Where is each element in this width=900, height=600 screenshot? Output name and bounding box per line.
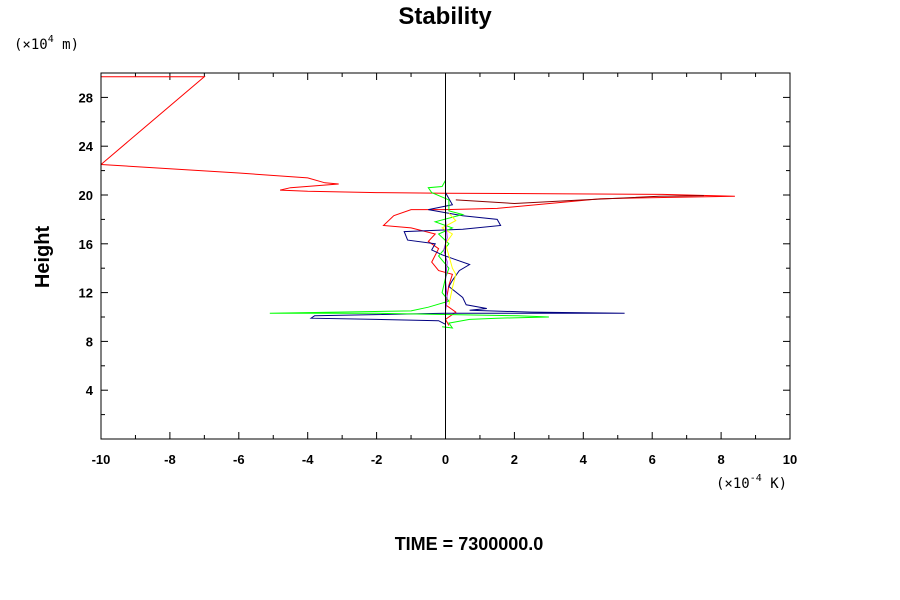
x-unit-exponent: -4 (750, 473, 762, 484)
x-tick-label: 8 (717, 452, 724, 467)
y-tick-label: 4 (86, 383, 94, 398)
y-unit-base: (×10 (14, 37, 48, 53)
y-tick-label: 16 (79, 237, 93, 252)
series-line-purple (443, 219, 448, 311)
plot-frame (100, 72, 791, 440)
y-tick-label: 20 (79, 188, 93, 203)
y-unit-suffix: m) (54, 37, 79, 53)
series-line-darkred (455, 195, 704, 205)
x-axis-unit: (×10-4 K) (716, 473, 787, 492)
y-tick-label: 24 (79, 139, 94, 154)
x-tick-label: 6 (649, 452, 656, 467)
x-tick-label: -2 (371, 452, 383, 467)
y-axis-unit: (×104 m) (14, 34, 79, 53)
y-tick-label: 28 (79, 90, 93, 105)
y-axis-label: Height (32, 226, 54, 289)
x-tick-label: 10 (783, 452, 797, 467)
axis-ticks (100, 73, 791, 439)
chart-title: Stability (398, 3, 492, 30)
x-unit-base: (×10 (716, 476, 750, 492)
time-label: TIME = 7300000.0 (395, 534, 544, 554)
series-line-red (101, 76, 735, 326)
x-tick-label: 2 (511, 452, 518, 467)
y-unit-exponent: 4 (48, 34, 54, 45)
series-line-navy (309, 192, 625, 325)
x-tick-label: -10 (92, 452, 111, 467)
x-tick-label: -4 (302, 452, 314, 467)
y-tick-label: 12 (79, 286, 93, 301)
x-tick-label: 4 (580, 452, 588, 467)
x-tick-label: -8 (164, 452, 176, 467)
x-unit-suffix: K) (762, 476, 787, 492)
x-tick-label: 0 (442, 452, 449, 467)
series-layer (101, 76, 735, 329)
x-tick-label: -6 (233, 452, 245, 467)
series-line-green (269, 180, 549, 329)
y-tick-label: 8 (86, 334, 93, 349)
plot-area (100, 72, 791, 440)
